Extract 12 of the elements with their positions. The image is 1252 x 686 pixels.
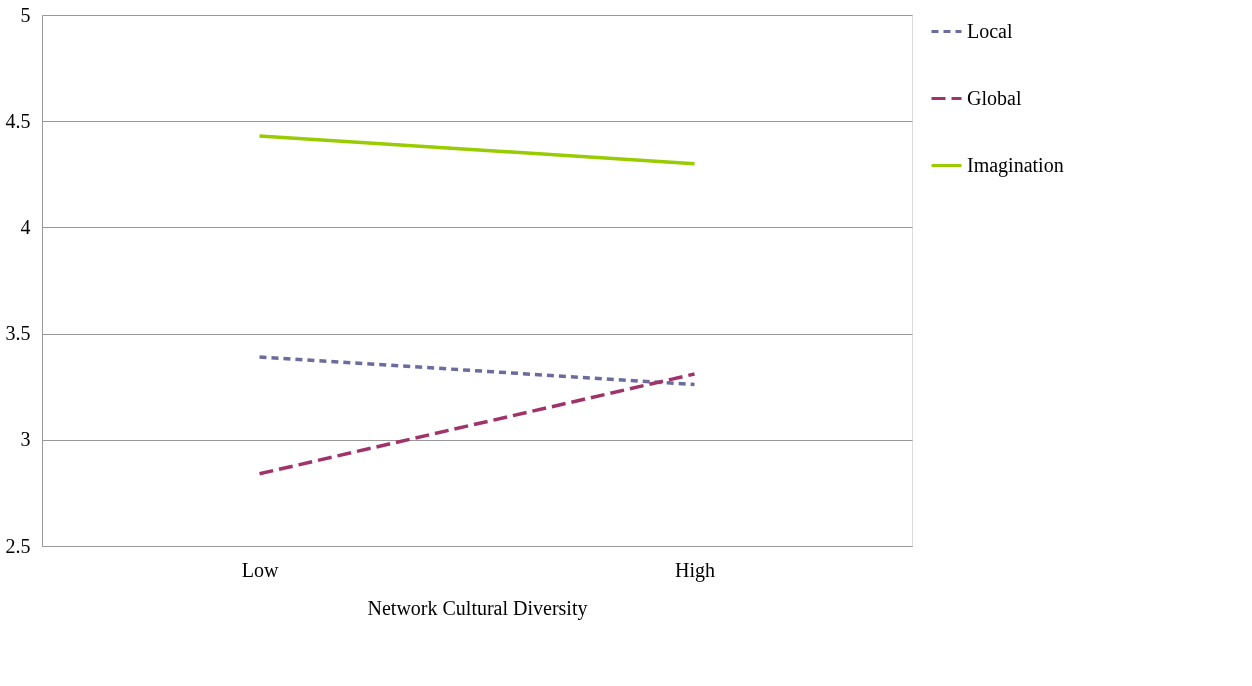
legend-label: Imagination [967, 153, 1064, 177]
y-tick-label: 5 [20, 3, 31, 26]
y-tick-label: 4.5 [5, 109, 31, 132]
x-tick-label: High [675, 558, 715, 582]
y-tick-label: 4 [20, 215, 31, 238]
y-tick-label: 2.5 [5, 534, 31, 557]
y-tick-label: 3.5 [5, 322, 31, 345]
x-tick-label: Low [241, 558, 279, 581]
y-tick-label: 3 [20, 428, 31, 451]
legend-label: Global [967, 86, 1022, 109]
legend-label: Local [967, 19, 1013, 42]
x-axis-title: Network Cultural Diversity [367, 596, 588, 620]
